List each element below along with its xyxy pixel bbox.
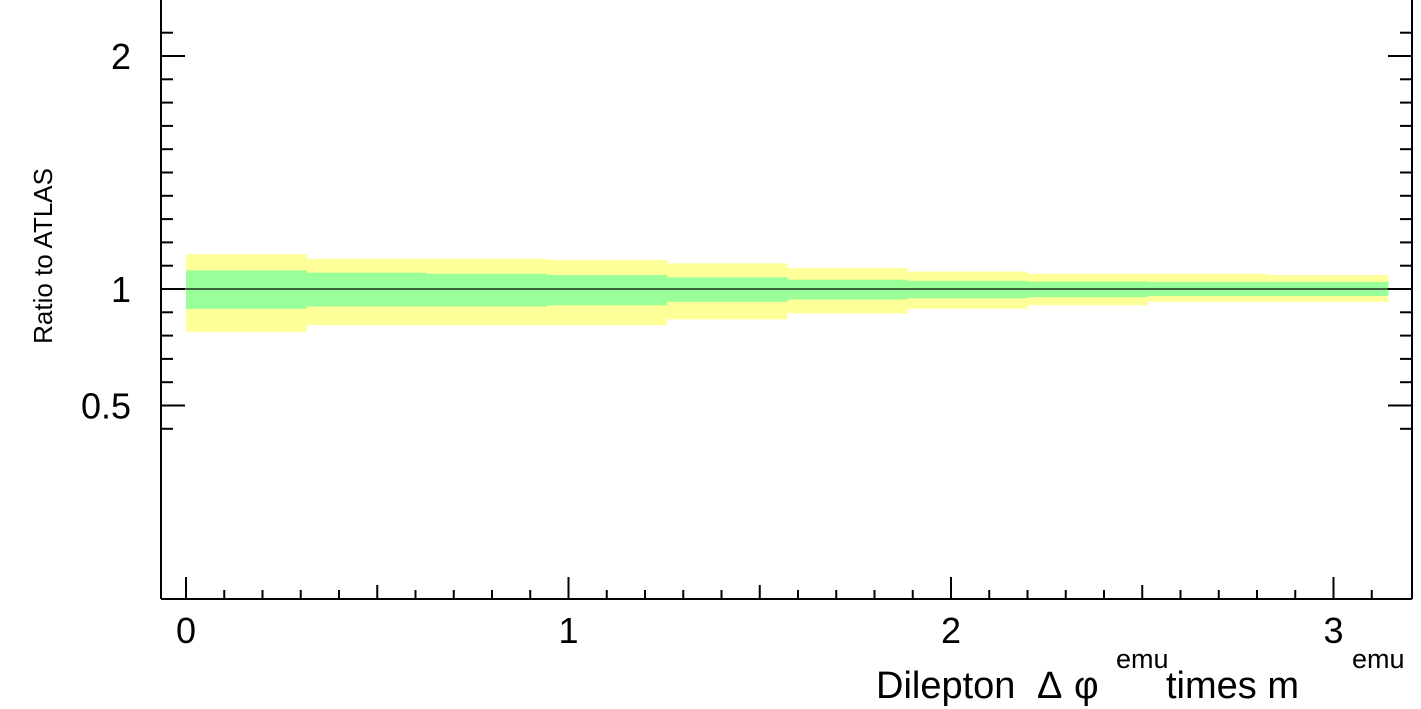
x-axis-title: Dilepton Δ φ emu times m emu: [876, 644, 1405, 707]
x-axis-title-sup2: emu: [1352, 644, 1405, 674]
x-tick-label: 3: [1323, 610, 1343, 651]
x-axis-title-sup1: emu: [1116, 644, 1169, 674]
x-tick-label: 1: [558, 610, 578, 651]
y-tick-label: 0.5: [81, 386, 131, 427]
x-axis-title-middle: times m: [1166, 665, 1299, 707]
axis-ticks: [161, 31, 1412, 599]
plot-frame: [160, 0, 1413, 600]
y-tick-label: 1: [111, 269, 131, 310]
inner-band-bin-2: [426, 273, 547, 307]
x-axis-title-prefix: Dilepton: [876, 665, 1015, 707]
x-tick-label: 2: [941, 610, 961, 651]
y-axis-title: Ratio to ATLAS: [28, 168, 58, 344]
y-tick-label: 2: [111, 36, 131, 77]
uncertainty-bands: [186, 254, 1389, 333]
inner-band-bin-3: [546, 275, 668, 306]
x-tick-label: 0: [176, 610, 196, 651]
x-axis-title-phi: φ: [1074, 665, 1099, 707]
tick-labels: 0 1 2 3 0.5 1 2: [81, 36, 1344, 651]
x-axis-title-delta: Δ: [1037, 665, 1062, 707]
